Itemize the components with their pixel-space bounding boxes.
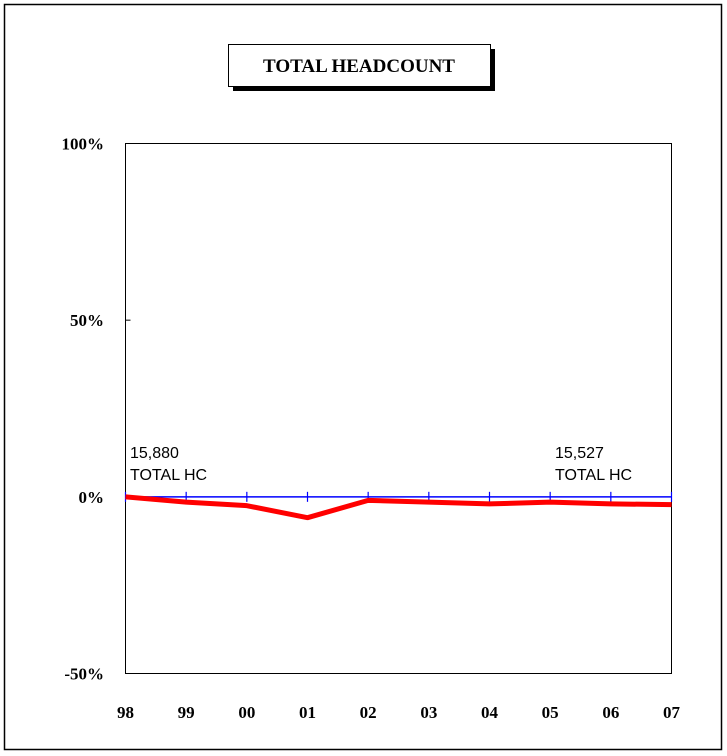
- annotation: TOTAL HC: [555, 467, 632, 484]
- x-tick-label: 98: [117, 703, 134, 722]
- chart-title: TOTAL HEADCOUNT: [263, 56, 455, 77]
- y-tick-label: 0%: [79, 488, 105, 507]
- x-tick-label: 99: [178, 703, 195, 722]
- x-tick-label: 05: [542, 703, 559, 722]
- data-line: [125, 494, 672, 521]
- y-tick-label: 50%: [70, 311, 104, 330]
- frame: [3, 3, 723, 751]
- plot-area: [125, 143, 672, 674]
- x-tick-label: 01: [299, 703, 316, 722]
- y-tick-label: -50%: [64, 665, 104, 684]
- annotation: TOTAL HC: [130, 467, 207, 484]
- x-tick-label: 07: [663, 703, 681, 722]
- annotation: 15,527: [555, 445, 604, 462]
- x-tick-label: 00: [238, 703, 255, 722]
- y-tick-label: 100%: [62, 135, 105, 154]
- annotation: 15,880: [130, 445, 179, 462]
- title-box: [228, 44, 491, 87]
- x-tick-label: 02: [360, 703, 377, 722]
- x-tick-label: 04: [481, 703, 499, 722]
- x-tick-label: 06: [602, 703, 619, 722]
- x-tick-label: 03: [420, 703, 437, 722]
